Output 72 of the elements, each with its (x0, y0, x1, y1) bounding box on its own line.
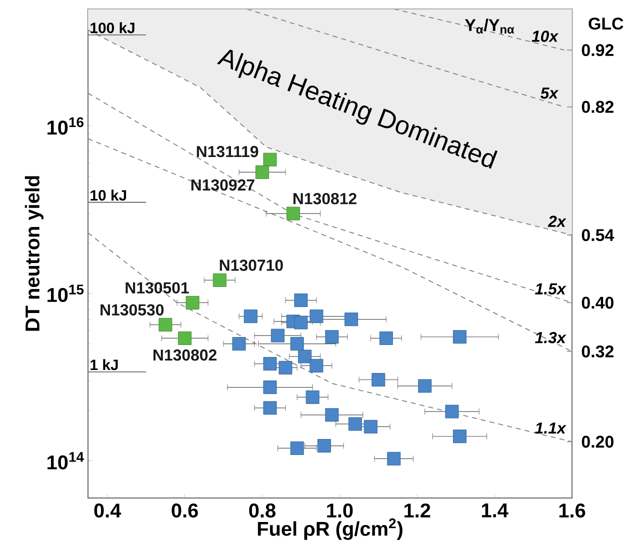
point (286, 206, 300, 220)
ref-line-label: 10 kJ (90, 190, 126, 201)
annotation: N131119 (196, 146, 258, 158)
x-tick-label: 0.6 (172, 503, 198, 518)
point (306, 390, 320, 404)
point (452, 330, 466, 344)
annotation: 0.32 (582, 345, 614, 358)
annotation: 0.54 (582, 229, 614, 242)
y-tick-label: 10$^{14}$ (48, 452, 84, 470)
point (255, 165, 269, 179)
point (310, 358, 324, 372)
point (294, 294, 308, 308)
series-label: 1.1x (535, 422, 566, 434)
point (344, 312, 358, 326)
point (290, 441, 304, 455)
series-label: 1.3x (535, 332, 566, 344)
x-tick-label: 0.4 (94, 503, 122, 518)
annotation: N130710 (220, 260, 283, 271)
point (158, 318, 172, 332)
point (244, 310, 258, 324)
annotation: 0.92 (582, 44, 614, 56)
annotation: Y$_{α}$/Y$_{nα}$ (464, 18, 514, 34)
point (263, 357, 277, 371)
point (387, 452, 401, 466)
annotation: N130501 (126, 282, 189, 294)
point (212, 273, 226, 287)
point (452, 430, 466, 444)
point (186, 296, 200, 310)
point (294, 316, 308, 330)
point (325, 330, 339, 344)
point (325, 408, 339, 422)
annotation: N130530 (100, 304, 164, 316)
y-tick-label: 10$^{16}$ (48, 117, 84, 135)
point (263, 152, 277, 166)
x-tick-label: 1.2 (404, 503, 430, 518)
point (178, 331, 192, 345)
series-label: 10x (532, 30, 559, 42)
y-tick-label: 10$^{15}$ (48, 284, 84, 302)
point (348, 417, 362, 431)
x-tick-label: 1.4 (482, 503, 508, 518)
annotation: N130927 (191, 179, 254, 191)
x-tick-label: 1.6 (559, 503, 586, 518)
point (364, 420, 378, 434)
text: GLC (588, 18, 624, 30)
annotation: 0.40 (582, 296, 614, 309)
annotation: 0.20 (582, 436, 614, 448)
point (278, 360, 292, 374)
point (290, 337, 304, 351)
x-tick-label: 0.8 (249, 503, 276, 518)
point (317, 439, 331, 453)
annotation: 0.82 (582, 100, 614, 113)
point (270, 328, 284, 342)
line-series (88, 232, 572, 442)
x-tick-label: 1.0 (327, 503, 353, 518)
point (418, 379, 432, 393)
ref-line-label: 100 kJ (90, 22, 134, 34)
series-label: 2x (548, 216, 566, 227)
point (232, 337, 246, 351)
annotation: N130812 (293, 193, 356, 204)
series-label: 1.5x (535, 283, 566, 295)
point (372, 373, 386, 386)
point (379, 331, 393, 345)
point (298, 350, 312, 364)
annotation: N130802 (154, 349, 216, 361)
ref-line-label: 1 kJ (90, 359, 118, 370)
point (310, 310, 324, 324)
series-label: 5x (540, 88, 559, 99)
x-axis-title: Fuel ρR (g/cm$^{2}$) (258, 518, 402, 540)
y-axis-title: DT neutron yield (24, 176, 44, 331)
point (445, 404, 459, 418)
point (263, 401, 277, 415)
point (263, 380, 277, 394)
